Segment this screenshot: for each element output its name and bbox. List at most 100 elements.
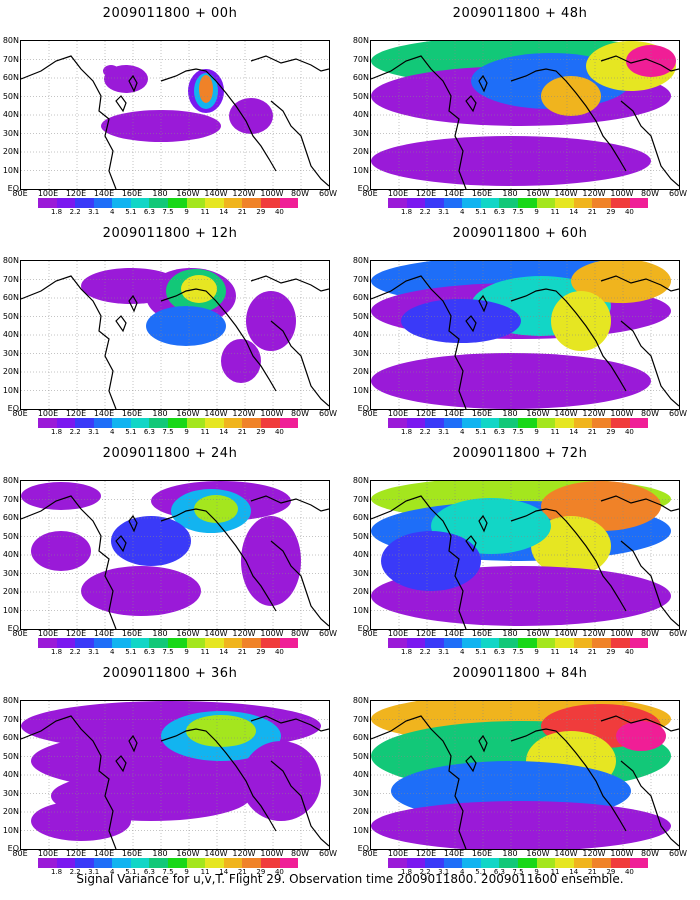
colorbar-swatch: [279, 638, 299, 648]
colorbar-swatch: [242, 858, 261, 868]
colorbar-tick-label: 4: [460, 868, 465, 876]
colorbar-tick-label: 7.5: [512, 208, 524, 216]
panel-title: 2009011800 + 12h: [102, 226, 238, 241]
lon-tick-label: 180: [502, 629, 518, 638]
colorbar-swatch: [573, 418, 593, 428]
lat-tick-label: EQ: [7, 844, 19, 853]
colorbar-swatch: [592, 418, 611, 428]
coastline: [21, 55, 117, 189]
lat-tick-label: 50N: [352, 311, 369, 321]
variance-field: [21, 481, 329, 629]
colorbar-tick-label: 3.1: [88, 868, 100, 876]
colorbar-tick-label: 2.2: [69, 208, 81, 216]
colorbar-labels: 1.8 2.2 3.1 4 5.1 6.3 7.5 9 11 14 21 29 40: [388, 868, 648, 877]
colorbar: [38, 418, 299, 428]
colorbar-swatch: [629, 858, 649, 868]
variance-field: [21, 41, 329, 189]
lon-tick-label: 140W: [204, 629, 228, 638]
variance-contour: [241, 516, 301, 606]
colorbar-swatch: [499, 198, 519, 208]
lon-tick-label: 80W: [290, 629, 310, 638]
lon-tick-label: 160E: [471, 849, 493, 858]
colorbar-tick-label: 6.3: [493, 648, 505, 656]
colorbar-tick-label: 3.1: [88, 648, 100, 656]
lat-tick-label: 30N: [2, 788, 19, 798]
lat-tick-label: 20N: [2, 807, 19, 816]
colorbar-tick-label: 4: [110, 868, 115, 876]
variance-contour: [21, 482, 101, 510]
coastline: [600, 495, 679, 512]
lon-tick-label: 120W: [582, 189, 606, 198]
lon-tick-label: 80E: [12, 409, 28, 418]
colorbar-tick-label: 29: [606, 648, 616, 656]
lon-tick-label: 160W: [526, 189, 550, 198]
colorbar-swatch: [406, 858, 426, 868]
colorbar-swatch: [406, 418, 426, 428]
lon-tick-label: 80W: [290, 849, 310, 858]
coastline: [620, 760, 679, 847]
colorbar-tick-label: 1.8: [400, 208, 413, 216]
colorbar-tick-label: 4: [110, 428, 115, 436]
lat-tick-label: 40N: [352, 770, 369, 779]
colorbar-swatch: [205, 638, 224, 648]
lon-tick-label: 140E: [443, 629, 465, 638]
panel-12h: 2009011800 + 12h 80N 70N 60N 50N 40N 30N 20N 10…: [0, 220, 340, 437]
colorbar-tick-label: 14: [569, 208, 579, 216]
lon-tick-label: 80W: [640, 849, 660, 858]
latitude-axis: 80N 70N 60N 50N 40N 30N 20N 10N EQ: [0, 477, 20, 633]
lat-tick-label: 80N: [2, 36, 19, 45]
colorbar-tick-label: 2.2: [69, 428, 81, 436]
colorbar-swatch: [480, 418, 500, 428]
colorbar-swatch: [388, 198, 407, 208]
lat-tick-label: EQ: [357, 844, 369, 853]
colorbar-swatch: [242, 198, 261, 208]
colorbar-tick-label: 1.8: [50, 648, 63, 656]
colorbar-swatch: [480, 858, 500, 868]
colorbar-swatch: [168, 638, 187, 648]
latitude-axis: 80N 70N 60N 50N 40N 30N 20N 10N EQ: [350, 697, 370, 853]
map-plot: [370, 40, 680, 190]
colorbar-tick-label: 11: [200, 428, 210, 436]
colorbar-swatch: [112, 418, 131, 428]
colorbar-swatch: [93, 858, 113, 868]
coastline: [465, 535, 477, 553]
colorbar-swatch: [260, 198, 280, 208]
coastline: [465, 755, 477, 773]
panel-00h: 2009011800 + 00h 80N 70N 60N 50N 40N 30N 20N 10…: [0, 0, 340, 216]
colorbar-tick-label: 21: [587, 428, 597, 436]
coastline: [465, 95, 477, 113]
colorbar-labels: 1.8 2.2 3.1 4 5.1 6.3 7.5 9 11 14 21 29 40: [38, 868, 298, 877]
coastline: [128, 734, 138, 753]
colorbar-swatch: [186, 858, 206, 868]
lon-tick-label: 160E: [121, 849, 143, 858]
coastline: [115, 315, 127, 333]
variance-contour: [103, 65, 119, 77]
lat-tick-label: 50N: [352, 91, 369, 101]
colorbar-swatch: [592, 858, 611, 868]
lat-tick-label: 60N: [2, 293, 19, 302]
colorbar-tick-label: 9: [184, 648, 189, 656]
map-plot: [370, 260, 680, 410]
latitude-axis: 80N 70N 60N 50N 40N 30N 20N 10N EQ: [350, 37, 370, 193]
lon-tick-label: 180: [502, 849, 518, 858]
variance-field: [371, 481, 679, 629]
colorbar-tick-label: 6.3: [493, 208, 505, 216]
lon-tick-label: 80W: [290, 409, 310, 418]
coastline: [21, 275, 117, 409]
colorbar-labels: 1.8 2.2 3.1 4 5.1 6.3 7.5 9 11 14 21 29 40: [38, 428, 298, 437]
variance-contour: [31, 531, 91, 571]
lon-tick-label: 100W: [260, 849, 284, 858]
lon-tick-label: 160W: [176, 189, 200, 198]
coastline: [510, 68, 627, 172]
variance-contour: [371, 801, 671, 849]
colorbar-swatch: [112, 638, 131, 648]
colorbar-swatch: [425, 418, 444, 428]
lat-tick-label: 30N: [352, 128, 369, 138]
panel-title: 2009011800 + 00h: [102, 6, 238, 21]
lon-tick-label: 60W: [668, 629, 688, 638]
colorbar-swatch: [242, 418, 261, 428]
lon-tick-label: 160W: [176, 409, 200, 418]
map-plot: [20, 260, 330, 410]
colorbar-swatch: [38, 638, 57, 648]
colorbar-tick-label: 29: [606, 428, 616, 436]
